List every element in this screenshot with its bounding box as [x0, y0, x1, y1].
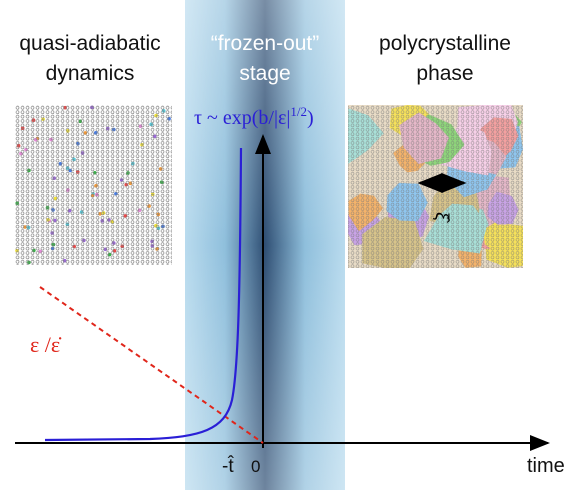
particles	[348, 105, 523, 268]
band-fade	[185, 0, 345, 490]
middle-title: stage	[239, 62, 290, 85]
right-title: polycrystalline	[379, 32, 511, 55]
left-title: dynamics	[46, 62, 135, 85]
middle-title: “frozen-out”	[211, 32, 320, 55]
length-label: ξ̂	[432, 212, 452, 223]
formula-exponent: 1/2	[290, 104, 307, 119]
ratio-label: ε /ε̇	[30, 332, 62, 357]
t-hat-label: -t̂	[222, 455, 235, 477]
formula-main: τ ~ exp(b/|ε|	[194, 107, 290, 129]
ratio-line	[39, 286, 264, 444]
time-label: time	[527, 455, 564, 477]
zero-label: 0	[251, 457, 260, 476]
relaxation-curve	[44, 147, 243, 442]
particles	[15, 105, 172, 265]
right-title: phase	[416, 62, 473, 85]
formula-close: )	[307, 107, 314, 129]
left-title: quasi-adiabatic	[19, 32, 160, 55]
formula: τ ~ exp(b/|ε|1/2)	[194, 104, 314, 129]
